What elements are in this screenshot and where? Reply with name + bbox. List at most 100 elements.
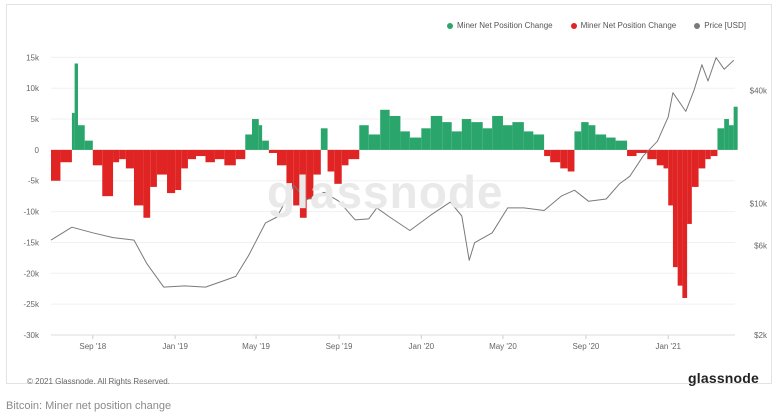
bar-negative bbox=[698, 149, 706, 169]
bar-negative bbox=[125, 149, 134, 169]
bar-negative bbox=[205, 149, 215, 163]
bar-positive bbox=[77, 125, 85, 150]
watermark: glassnode bbox=[267, 166, 504, 218]
bar-positive bbox=[581, 122, 589, 150]
bar-negative bbox=[187, 149, 197, 160]
bar-negative bbox=[286, 149, 294, 187]
legend-label-negative: Miner Net Position Change bbox=[580, 21, 677, 30]
bar-positive bbox=[320, 128, 328, 150]
bar-negative bbox=[334, 149, 342, 184]
bar-positive bbox=[451, 131, 462, 150]
y-left-tick-label: -15k bbox=[23, 238, 40, 247]
price-line bbox=[50, 57, 735, 288]
bar-negative bbox=[627, 149, 637, 157]
bar-negative bbox=[299, 149, 307, 218]
bar-positive bbox=[615, 140, 628, 150]
y-left-tick-label: -10k bbox=[23, 208, 40, 217]
bar-positive bbox=[359, 125, 369, 150]
bar-negative bbox=[60, 149, 72, 163]
y-left-tick-label: 10k bbox=[26, 84, 40, 93]
bar-negative bbox=[663, 149, 669, 169]
bar-negative bbox=[276, 149, 287, 166]
bar-positive bbox=[595, 134, 607, 150]
chart-card: 15k 10k 5k 0 -5k -10k -15k -20k -25k -30k $40k $10k… bbox=[6, 4, 772, 386]
chart-legend: Miner Net Position Change Miner Net Posi… bbox=[447, 21, 746, 30]
bar-positive bbox=[71, 112, 75, 150]
bar-positive bbox=[368, 134, 381, 150]
x-tick-label: May '20 bbox=[489, 342, 517, 351]
legend-item-negative[interactable]: Miner Net Position Change bbox=[570, 21, 677, 30]
bar-negative bbox=[636, 149, 648, 153]
bar-negative bbox=[677, 149, 683, 286]
bar-positive bbox=[74, 63, 78, 150]
bar-negative bbox=[102, 149, 114, 197]
x-tick-label: Sep '19 bbox=[326, 342, 353, 351]
legend-item-positive[interactable]: Miner Net Position Change bbox=[447, 21, 553, 30]
bar-positive bbox=[442, 122, 452, 150]
y-right-tick-label: $40k bbox=[750, 87, 768, 96]
bar-positive bbox=[512, 122, 524, 150]
y-left-tick-label: 15k bbox=[26, 53, 40, 62]
bar-positive bbox=[258, 125, 263, 150]
x-tick-label: Jan '19 bbox=[162, 342, 188, 351]
bar-negative bbox=[668, 149, 673, 206]
legend-label-positive: Miner Net Position Change bbox=[457, 21, 553, 30]
bar-positive bbox=[389, 115, 401, 150]
x-tick-label: Sep '18 bbox=[79, 342, 106, 351]
y-right-tick-label: $6k bbox=[754, 241, 768, 250]
bar-negative bbox=[647, 149, 657, 160]
bar-positive bbox=[728, 125, 734, 150]
y-left-tick-label: -5k bbox=[28, 177, 40, 186]
bar-negative bbox=[705, 149, 711, 160]
bar-positive bbox=[380, 109, 390, 150]
y-left-tick-label: -30k bbox=[23, 331, 40, 340]
bar-negative bbox=[143, 149, 151, 218]
bar-negative bbox=[224, 149, 236, 166]
copyright-text: © 2021 Glassnode. All Rights Reserved. bbox=[27, 377, 170, 386]
bar-positive bbox=[733, 106, 738, 150]
y-left-tick-label: 5k bbox=[31, 115, 40, 124]
bar-positive bbox=[482, 128, 493, 150]
bar-negative bbox=[268, 149, 277, 153]
chart-svg: 15k 10k 5k 0 -5k -10k -15k -20k -25k -30k $40k $10k… bbox=[23, 53, 768, 351]
bar-negative bbox=[567, 149, 575, 172]
figure-caption: Bitcoin: Miner net position change bbox=[6, 400, 172, 412]
bar-negative bbox=[113, 149, 120, 163]
bar-negative bbox=[293, 149, 300, 206]
bar-negative bbox=[92, 149, 103, 166]
x-tick-label: May '19 bbox=[242, 342, 270, 351]
bar-negative bbox=[656, 149, 664, 166]
bar-negative bbox=[687, 149, 692, 224]
x-tick-label: Sep '20 bbox=[572, 342, 599, 351]
bar-positive bbox=[84, 140, 93, 150]
bar-positive bbox=[421, 128, 431, 150]
bar-negative bbox=[672, 149, 678, 268]
bar-negative bbox=[348, 149, 360, 160]
bar-negative bbox=[175, 149, 182, 190]
bar-negative bbox=[235, 149, 246, 160]
y-right-tick-label: $10k bbox=[750, 200, 768, 209]
bar-negative bbox=[181, 149, 188, 169]
bar-positive bbox=[523, 131, 534, 150]
bar-positive bbox=[245, 134, 253, 150]
bar-negative bbox=[550, 149, 561, 163]
bar-negative bbox=[560, 149, 568, 169]
y-left-tick-label: -20k bbox=[23, 269, 40, 278]
bar-positive bbox=[492, 115, 503, 150]
bar-negative bbox=[196, 149, 206, 157]
bar-positive bbox=[262, 140, 269, 150]
glassnode-logo[interactable]: glassnode bbox=[688, 370, 760, 386]
bar-negative bbox=[341, 149, 349, 166]
legend-label-price: Price [USD] bbox=[704, 21, 747, 30]
y-left-tick-label: -25k bbox=[23, 300, 40, 309]
bar-negative bbox=[150, 149, 157, 187]
bar-negative bbox=[167, 149, 176, 194]
y-right-tick-label: $2k bbox=[754, 331, 768, 340]
bar-positive bbox=[588, 125, 596, 150]
legend-item-price[interactable]: Price [USD] bbox=[694, 21, 746, 30]
bar-positive bbox=[502, 125, 513, 150]
bar-positive bbox=[461, 119, 472, 150]
bar-positive bbox=[252, 119, 259, 150]
bar-positive bbox=[533, 134, 545, 150]
legend-dot-positive bbox=[447, 22, 453, 29]
